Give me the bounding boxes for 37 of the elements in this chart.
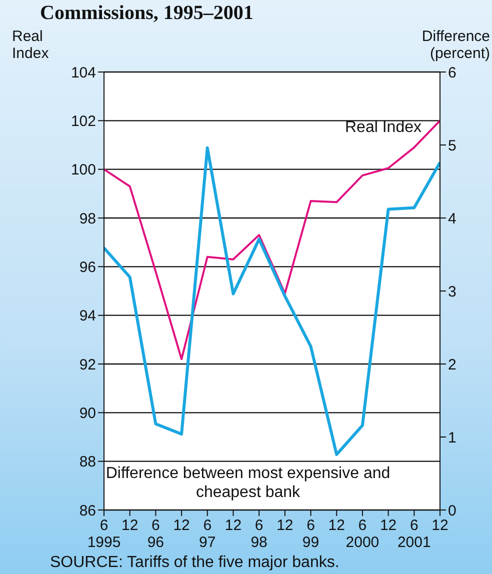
x-tick-label: 12 (432, 517, 448, 534)
x-tick-label: 12 (122, 517, 138, 534)
y-tick-label: 90 (79, 404, 96, 422)
y2-tick-label: 2 (448, 356, 456, 374)
x-tick-label: 12 (173, 517, 190, 534)
y2-tick-label: 5 (448, 137, 456, 154)
x-tick-label: 6 96 (147, 517, 164, 551)
y2-tick-label: 4 (448, 210, 456, 228)
chart-title: Commissions, 1995–2001 (40, 2, 254, 25)
y-tick-label: 96 (79, 258, 96, 276)
y-tick-label: 102 (70, 112, 96, 130)
y2-axis-title: Difference (percent) (422, 28, 490, 62)
text: Difference between most expensive and cheapest bank (106, 465, 390, 501)
x-tick-label: 12 (380, 517, 397, 534)
y-axis-title: Real Index (12, 28, 49, 62)
y2-tick-label: 1 (448, 429, 456, 446)
x-tick-label: 12 (328, 517, 345, 534)
x-tick-label: 6 98 (250, 517, 268, 551)
x-tick-label: 6 2000 (346, 517, 380, 551)
x-tick-label: 12 (224, 517, 242, 534)
y2-tick-label: 0 (448, 502, 456, 520)
series-label: Real Index (345, 118, 422, 137)
y-tick-label: 88 (79, 454, 96, 471)
y-tick-label: 92 (79, 356, 96, 374)
x-tick-label: 12 (276, 517, 294, 534)
y2-tick-label: 6 (448, 64, 456, 82)
y-tick-label: 98 (79, 210, 96, 228)
y2-tick-label: 3 (448, 283, 456, 300)
source-note: SOURCE: Tariffs of the five major banks. (50, 554, 340, 572)
x-tick-label: 6 97 (199, 517, 216, 551)
y-tick-label: 94 (79, 308, 96, 325)
x-tick-label: 6 1995 (87, 517, 121, 551)
x-tick-label: 6 99 (302, 517, 320, 551)
y-tick-label: 100 (70, 162, 96, 179)
x-tick-label: 6 2001 (397, 517, 431, 551)
y-tick-label: 104 (70, 64, 96, 82)
y-tick-label: 86 (79, 502, 96, 520)
